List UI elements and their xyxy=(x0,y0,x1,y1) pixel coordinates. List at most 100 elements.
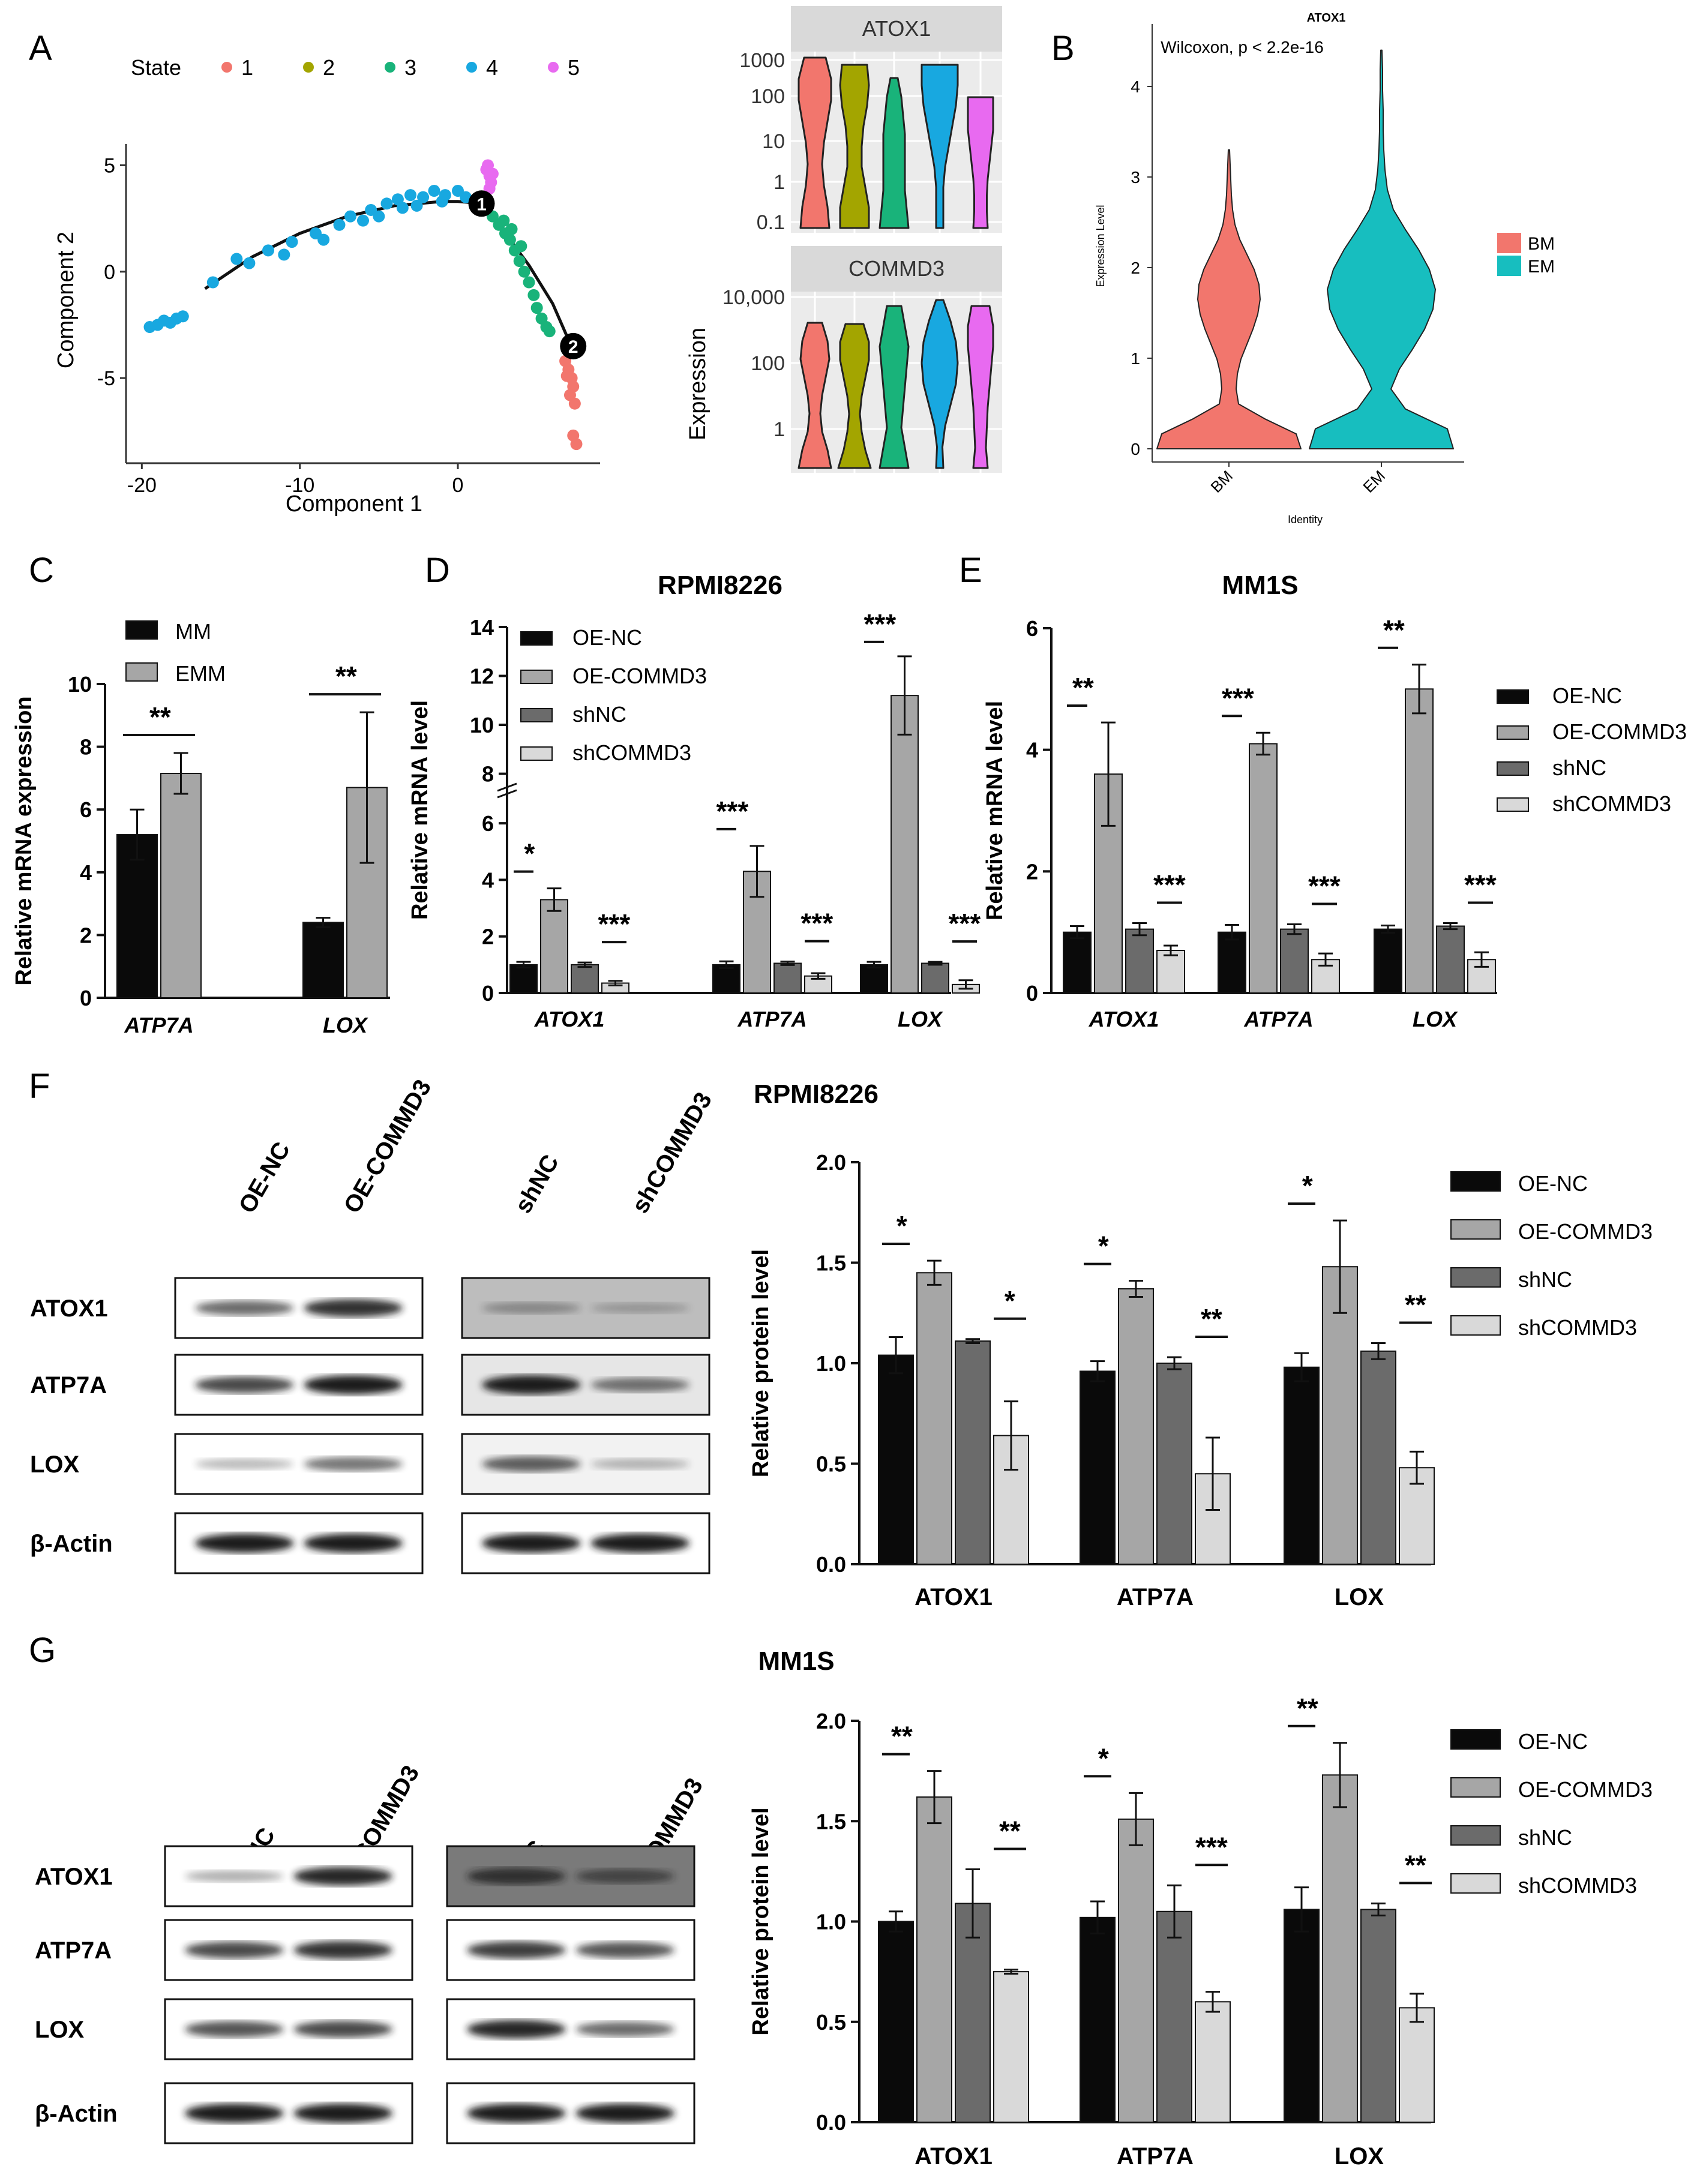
sig-stars-oe: ** xyxy=(1382,614,1405,646)
cell-point-state-4 xyxy=(417,191,430,203)
state-violins: ATOX1 COMMD3 1000 100 10 1 0.1 10,000 100 1 Exp… xyxy=(685,6,1002,473)
bar-oe-nc xyxy=(1374,928,1402,994)
y-tick-label: 12 xyxy=(470,664,494,689)
legend-label-oe-commd3: OE-COMMD3 xyxy=(1518,1777,1653,1802)
bar-oe-nc xyxy=(878,1921,914,2123)
y-tick-label: 0 xyxy=(482,981,494,1006)
cell-point-state-4 xyxy=(230,253,243,265)
legend-swatch-oe-commd3 xyxy=(520,670,553,684)
violin-tick-label: 100 xyxy=(751,85,785,108)
blot-band xyxy=(184,1870,284,1882)
blot-row-label: β-Actin xyxy=(35,2101,118,2127)
cell-point-state-3 xyxy=(513,255,526,268)
cell-point-state-4 xyxy=(404,189,416,202)
sig-stars-oe: * xyxy=(1097,1742,1109,1774)
bar-oe-commd3 xyxy=(891,695,919,994)
violin-tick-label: 100 xyxy=(751,352,785,375)
panel-label-a: A xyxy=(29,29,52,68)
sig-stars-oe: * xyxy=(895,1210,907,1241)
sig-stars-sh: ** xyxy=(998,1816,1021,1847)
commd3-strip-title: COMMD3 xyxy=(848,256,945,281)
cell-point-state-5 xyxy=(486,167,499,180)
legend-label-oe-nc: OE-NC xyxy=(1518,1171,1588,1196)
bar-oe-nc xyxy=(509,964,538,994)
violin-tick-label: 1000 xyxy=(739,49,785,72)
cell-point-state-3 xyxy=(497,214,510,227)
panel-f-bar: 0.0 0.5 1.0 1.5 2.0 Relative protein level RPM… xyxy=(748,1079,1653,1610)
legend-swatch-oe-commd3 xyxy=(1450,1219,1501,1240)
y-tick-label: 1.0 xyxy=(816,1910,846,1934)
b-violin xyxy=(1309,49,1454,449)
y-tick-label: 4 xyxy=(482,868,494,892)
y-tick-label: 4 xyxy=(1026,738,1038,763)
cell-point-state-3 xyxy=(523,276,535,289)
y-tick-label: 2.0 xyxy=(816,1709,846,1733)
sig-stars-oe: *** xyxy=(863,608,897,640)
cell-point-state-4 xyxy=(428,185,440,197)
b-y-tick-label: 0 xyxy=(1131,440,1140,458)
bar-shnc xyxy=(955,1903,991,2123)
blot-row-label: ATP7A xyxy=(30,1372,107,1399)
legend-swatch-oe-nc xyxy=(1497,689,1529,704)
legend-label-shnc: shNC xyxy=(1518,1267,1572,1292)
bar-shnc xyxy=(1360,1909,1396,2123)
cell-point-state-4 xyxy=(206,276,219,289)
cell-point-state-4 xyxy=(460,191,472,203)
chart-title: MM1S xyxy=(1222,571,1298,600)
bar-shcommd3 xyxy=(993,1971,1029,2123)
cell-point-state-4 xyxy=(317,233,330,246)
a-y-tick-label: 0 xyxy=(104,261,115,284)
x-category-label: ATP7A xyxy=(1243,1007,1313,1031)
bar-shcommd3 xyxy=(1156,950,1185,994)
sig-stars-oe: * xyxy=(523,838,535,869)
legend-label-shnc: shNC xyxy=(1552,755,1606,780)
legend-label-oe-commd3: OE-COMMD3 xyxy=(572,664,707,688)
cell-point-state-1 xyxy=(570,438,583,451)
legend-swatch-shnc xyxy=(1450,1825,1501,1846)
y-tick-label: 2 xyxy=(482,925,494,949)
violin xyxy=(797,56,832,229)
bar-shnc xyxy=(1156,1910,1192,2123)
legend-label-shcommd3: shCOMMD3 xyxy=(1518,1873,1637,1898)
blot-band xyxy=(194,1459,294,1469)
bar-shnc xyxy=(955,1340,991,1565)
western-blot-g: OE-NCOE-COMMD3shNCshCOMMD3ATOX1ATP7ALOXβ… xyxy=(35,1761,708,2144)
bar-mm xyxy=(116,834,158,999)
panel-label-b: B xyxy=(1051,29,1075,68)
y-tick-label: 8 xyxy=(482,762,494,787)
x-category-label: ATOX1 xyxy=(534,1007,605,1031)
blot-row-label: β-Actin xyxy=(30,1531,113,1557)
cell-points xyxy=(143,159,583,451)
blot-band xyxy=(590,1459,690,1469)
state-legend-dot-1 xyxy=(221,62,232,73)
sig-stars-sh: ** xyxy=(1404,1289,1426,1321)
cell-point-state-3 xyxy=(527,289,540,301)
y-axis-label: Relative protein level xyxy=(748,1807,773,2035)
lane-label: shCOMMD3 xyxy=(627,1088,717,1217)
cell-point-state-3 xyxy=(543,325,556,338)
legend-swatch-oe-commd3 xyxy=(1450,1777,1501,1798)
blot-band xyxy=(466,2104,566,2123)
b-x-label: Identity xyxy=(1288,514,1323,526)
cell-point-state-4 xyxy=(278,248,290,261)
sig-stars-oe: * xyxy=(1301,1170,1313,1201)
cell-point-state-4 xyxy=(396,202,409,214)
sig-stars: ** xyxy=(334,661,357,692)
legend-swatch-mm xyxy=(125,620,158,640)
b-y-label: Expression Level xyxy=(1095,205,1107,287)
b-legend-swatch-em xyxy=(1497,256,1521,276)
legend-swatch-oe-commd3 xyxy=(1497,725,1529,740)
b-title: ATOX1 xyxy=(1307,11,1346,25)
chart-title: RPMI8226 xyxy=(658,571,782,600)
western-blot-f: OE-NC OE-COMMD3 shNC shCOMMD3 ATOX1 ATP7A LOX β… xyxy=(30,1075,717,1574)
cell-point-state-1 xyxy=(560,370,573,382)
panel-g-bar: 0.0 0.5 1.0 1.5 2.0 Relative protein level MM1… xyxy=(748,1646,1653,2170)
trajectory-curve xyxy=(204,200,575,347)
blot-band xyxy=(304,1534,403,1553)
blot-row-label: LOX xyxy=(35,2017,85,2043)
panel-label-f: F xyxy=(29,1067,50,1106)
atox1-strip xyxy=(791,6,1002,52)
b-legend: BM EM xyxy=(1497,233,1555,277)
